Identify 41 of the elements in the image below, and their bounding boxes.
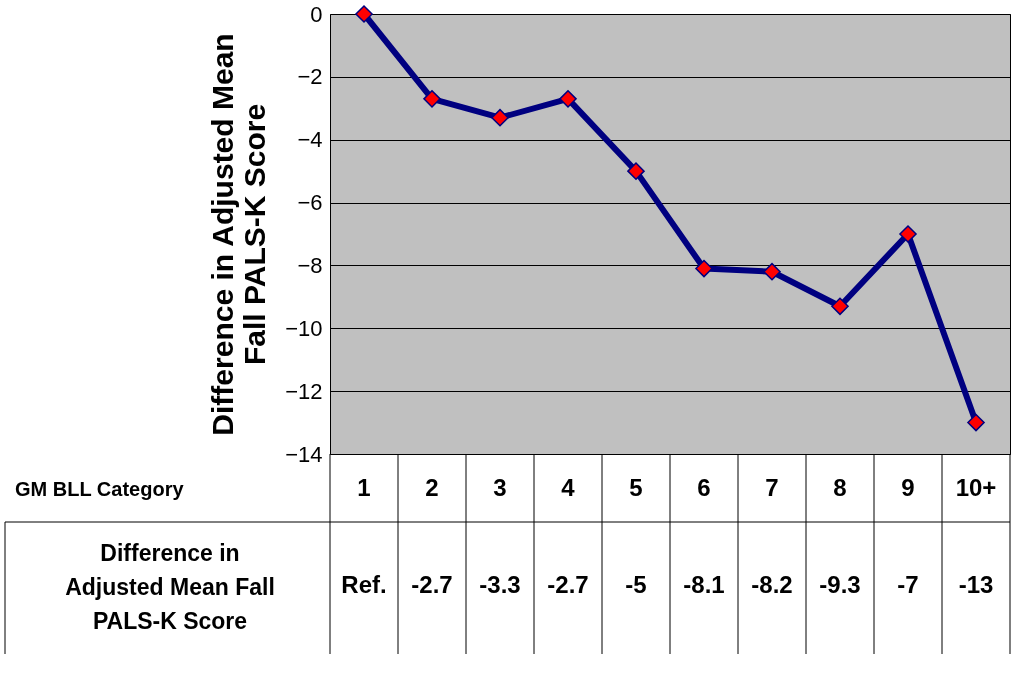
point (695, 259, 713, 278)
data-label: Ref. (341, 571, 387, 598)
y-tick-label: 0 (310, 1, 323, 27)
point (627, 162, 645, 180)
x-tick-label: 9 (901, 473, 915, 501)
point (831, 297, 849, 316)
data-label: -3.3 (479, 571, 521, 598)
x-tick-label: 5 (629, 473, 643, 501)
data-label: -7 (897, 571, 919, 598)
x-tick-label: 1 (357, 473, 371, 501)
x-tick-label: 7 (765, 473, 779, 501)
data-label: -2.7 (411, 571, 453, 598)
x-tick-label: 10+ (955, 473, 997, 501)
text: GM BLL Category (15, 478, 185, 500)
point (967, 413, 985, 432)
x-tick-label: 4 (561, 473, 576, 501)
data-label: -13 (958, 571, 994, 598)
point (423, 90, 441, 108)
data-label: -8.1 (683, 571, 725, 598)
y-tick-label: −12 (285, 378, 323, 404)
point (559, 90, 577, 108)
data-label: -8.2 (751, 571, 793, 598)
y-axis-title: Difference in Adjusted Mean Fall PALS-K Score (206, 33, 272, 436)
x-tick-label: 3 (493, 473, 507, 501)
data-label: -2.7 (547, 571, 589, 598)
point (763, 262, 781, 281)
point (491, 108, 509, 127)
y-tick-label: −4 (297, 127, 323, 153)
data-label: -9.3 (819, 571, 861, 598)
point (355, 5, 373, 23)
x-tick-label: 8 (833, 473, 847, 501)
x-tick-label: 6 (697, 473, 711, 501)
y-tick-label: −14 (285, 441, 323, 467)
data-label: -5 (625, 571, 647, 598)
x-tick-label: 2 (425, 473, 439, 501)
y-tick-label: −8 (297, 252, 323, 278)
y-tick-label: −10 (285, 315, 323, 341)
y-tick-label: −6 (297, 190, 323, 216)
point (899, 225, 917, 243)
text: Difference in Adjusted Mean Fall PALS-K Score (65, 540, 275, 634)
y-tick-label: −2 (297, 64, 323, 90)
